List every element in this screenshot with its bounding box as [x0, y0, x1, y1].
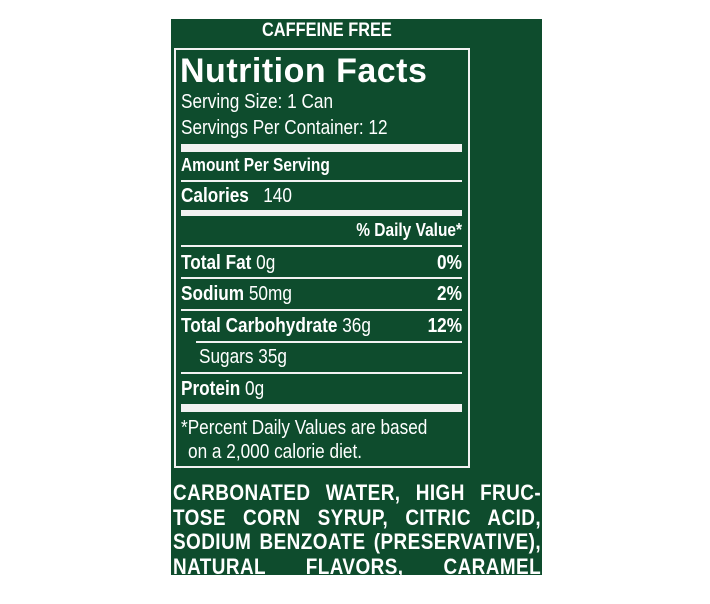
ingredients-line: TOSE CORN SYRUP, CITRIC ACID, [173, 504, 542, 530]
divider [181, 277, 462, 279]
nutrient-amount: 0g [245, 378, 265, 400]
nutrition-facts-title: Nutrition Facts [180, 52, 428, 90]
divider [181, 180, 462, 182]
daily-value-header: % Daily Value* [356, 220, 462, 240]
nutrient-name: Total Carbohydrate [181, 315, 338, 337]
serving-size: Serving Size: 1 Can [181, 91, 334, 113]
indented-divider [196, 341, 462, 343]
nutrient-amount: 50mg [248, 283, 292, 305]
divider [181, 245, 462, 247]
medium-divider [181, 210, 462, 216]
calories-row: Calories 140 [181, 186, 292, 206]
calories-value: 140 [263, 185, 292, 207]
nutrient-row-protein: Protein 0g [181, 379, 264, 399]
nutrient-amount: 35g [258, 346, 287, 368]
thick-divider [181, 144, 462, 152]
nutrient-row-total-fat: Total Fat 0g [181, 253, 275, 273]
caffeine-free-banner: CAFFEINE FREE [262, 20, 392, 41]
nutrient-amount: 36g [342, 315, 371, 337]
nutrition-facts-box [174, 48, 470, 468]
nutrient-name: Total Fat [181, 252, 252, 274]
ingredients-line: NATURAL FLAVORS, CARAMEL COLOR. [173, 553, 542, 603]
nutrient-name: Sodium [181, 283, 245, 305]
footnote-line-2: on a 2,000 calorie diet. [188, 441, 363, 463]
label-panel [171, 19, 542, 575]
divider [181, 372, 462, 374]
amount-per-serving: Amount Per Serving [181, 155, 330, 175]
nutrient-amount: 0g [256, 252, 276, 274]
nutrient-name: Protein [181, 378, 241, 400]
ingredients-list: CARBONATED WATER, HIGH FRUC- TOSE CORN S… [173, 480, 542, 603]
nutrient-row-sodium: Sodium 50mg [181, 284, 292, 304]
nutrient-dv: 2% [437, 283, 462, 305]
calories-label: Calories [181, 185, 249, 207]
footnote-line-1: *Percent Daily Values are based [181, 417, 428, 439]
nutrient-dv: 12% [427, 315, 462, 337]
divider [181, 309, 462, 311]
thick-divider [181, 404, 462, 412]
nutrient-row-total-carbohydrate: Total Carbohydrate 36g [181, 316, 371, 336]
nutrient-name: Sugars [199, 346, 254, 368]
ingredients-line: CARBONATED WATER, HIGH FRUC- [173, 480, 542, 505]
servings-per-container: Servings Per Container: 12 [181, 117, 388, 139]
nutrient-dv: 0% [437, 252, 462, 274]
nutrient-row-sugars: Sugars 35g [199, 347, 287, 367]
ingredients-line: SODIUM BENZOATE (PRESERVATIVE), [173, 529, 542, 554]
